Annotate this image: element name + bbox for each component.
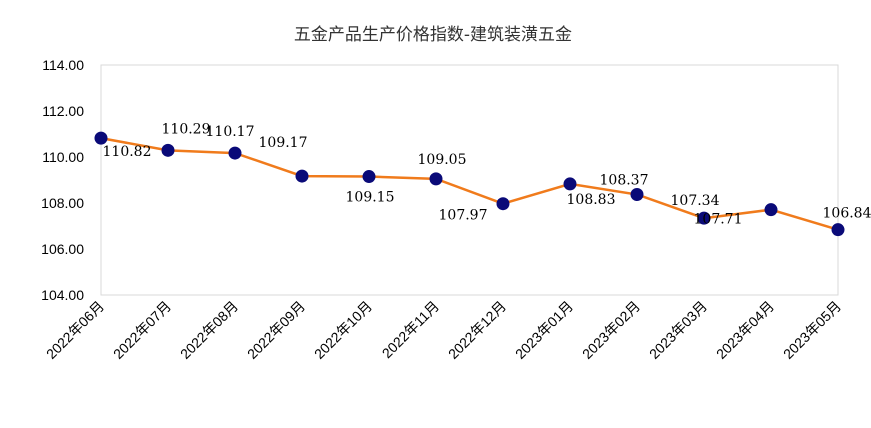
data-label: 109.17 — [259, 135, 308, 151]
series-line-path — [100, 136, 839, 231]
y-tick-label: 106.00 — [41, 241, 84, 257]
y-tick-label: 110.00 — [42, 149, 84, 165]
plot-area — [100, 64, 839, 296]
series-line — [94, 131, 845, 237]
x-tick-label: 2023年05月 — [780, 298, 844, 362]
data-label: 107.71 — [694, 212, 743, 228]
data-label: 110.17 — [206, 124, 255, 140]
data-point — [563, 177, 577, 191]
data-label: 108.37 — [600, 172, 649, 188]
data-point — [496, 197, 510, 211]
data-label: 108.83 — [567, 192, 616, 208]
data-point — [630, 187, 644, 201]
data-point — [429, 172, 443, 186]
data-label: 109.05 — [418, 152, 467, 168]
data-label: 107.34 — [671, 193, 720, 209]
y-tick-label: 108.00 — [41, 195, 84, 211]
y-axis: 104.00 106.00 108.00 110.00 112.00 114.00 — [41, 57, 84, 303]
x-tick-label: 2022年07月 — [110, 298, 174, 362]
y-tick-label: 104.00 — [41, 287, 84, 303]
data-point — [831, 223, 845, 237]
data-label: 107.97 — [439, 208, 488, 224]
x-tick-label: 2023年02月 — [579, 298, 643, 362]
data-label: 109.15 — [346, 190, 395, 206]
x-tick-label: 2023年01月 — [512, 298, 576, 362]
chart-title: 五金产品生产价格指数-建筑装潢五金 — [294, 25, 572, 45]
data-point — [161, 143, 175, 157]
x-tick-label: 2023年04月 — [713, 298, 777, 362]
data-label: 106.84 — [823, 206, 871, 222]
x-tick-label: 2022年06月 — [43, 298, 107, 362]
data-point — [295, 169, 309, 183]
data-point — [764, 203, 778, 217]
data-point — [94, 131, 108, 145]
data-point — [228, 146, 242, 160]
x-tick-label: 2022年12月 — [445, 298, 509, 362]
x-axis: 2022年06月 2022年07月 2022年08月 2022年09月 2022年10月… — [43, 298, 844, 362]
x-tick-label: 2022年10月 — [311, 298, 375, 362]
y-tick-label: 112.00 — [42, 103, 84, 119]
x-tick-label: 2023年03月 — [646, 298, 710, 362]
data-point — [697, 211, 711, 225]
y-tick-label: 114.00 — [42, 57, 84, 73]
x-tick-label: 2022年09月 — [244, 298, 308, 362]
data-point — [362, 170, 376, 184]
x-tick-label: 2022年08月 — [177, 298, 241, 362]
data-label: 110.29 — [162, 121, 211, 137]
data-label: 110.82 — [103, 144, 152, 160]
x-tick-label: 2022年11月 — [379, 298, 442, 361]
